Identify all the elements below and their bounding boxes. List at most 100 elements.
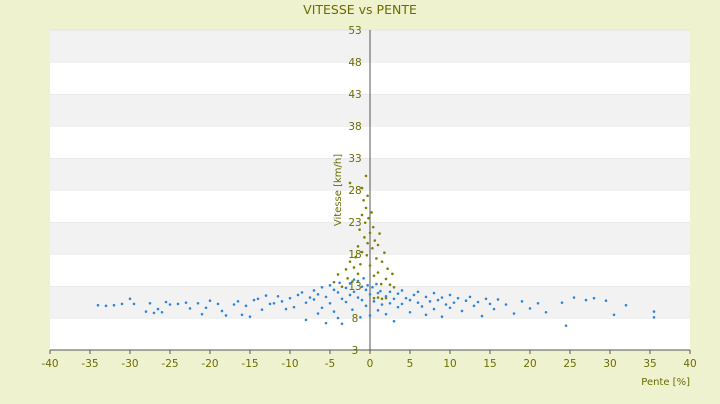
data-point [284,307,288,311]
data-point [340,297,344,301]
x-tick-label: -10 [281,358,298,370]
x-tick-label: 0 [367,358,374,370]
y-tick-label: 18 [348,249,361,261]
data-point [404,296,408,300]
data-point [336,291,340,294]
data-point [448,293,452,297]
data-point [312,289,316,292]
data-point [364,206,368,210]
data-point [371,225,375,229]
data-point [504,303,508,306]
data-point [652,310,656,313]
data-point [544,310,548,314]
data-point [288,296,292,300]
data-point [296,293,300,297]
data-point [348,293,352,297]
data-point [367,216,370,220]
data-point [264,294,268,297]
data-point [368,264,372,267]
data-point [112,303,116,307]
data-point [388,290,392,294]
data-point [624,303,628,307]
data-point [456,296,460,300]
y-tick-label: 23 [348,217,361,229]
data-point [388,301,392,305]
data-point [370,211,373,214]
data-point [336,316,340,320]
data-point [375,257,378,260]
data-point [408,298,412,302]
data-point [384,312,388,316]
data-point [336,273,340,276]
data-point [256,297,260,301]
data-point [360,250,364,254]
data-point [308,296,312,299]
data-point [476,300,480,304]
data-point [344,268,348,271]
data-point [359,316,362,319]
x-tick-label: -5 [325,358,335,370]
data-point [452,301,456,304]
data-point [384,296,388,300]
data-point [176,302,180,306]
data-point [379,289,382,293]
data-point [160,310,164,314]
data-point [380,297,384,301]
data-point [348,260,352,263]
data-point [324,321,328,325]
data-point [340,322,344,326]
data-point [536,301,540,305]
data-point [168,303,172,306]
data-point [366,241,369,245]
data-point [328,301,332,305]
data-point [424,313,428,317]
data-point [372,296,376,300]
data-point [400,289,404,292]
data-point [360,298,364,302]
data-point [300,291,304,294]
data-point [376,296,380,299]
chart-title: VITESSE vs PENTE [303,2,417,17]
data-point [351,280,354,283]
data-point [364,304,368,308]
data-point [280,300,284,303]
data-point [383,251,386,255]
data-point [472,304,476,308]
data-point [356,279,360,283]
data-point [388,283,392,287]
data-point [220,309,224,313]
x-tick-label: -40 [41,358,58,370]
y-tick-label: 53 [348,25,361,37]
data-point [351,308,354,311]
data-point [244,304,248,308]
x-tick-labels: -40 -35 -30 -25 -20 -15 -10 -5 0 5 10 15 20 25 30 35 40 [41,358,696,370]
data-point [156,307,160,311]
x-tick-label: 35 [643,358,656,370]
data-point [380,260,384,263]
data-point [144,310,148,313]
data-point [424,295,428,299]
data-point [200,312,204,316]
data-point [396,305,400,309]
data-point [400,302,404,306]
data-point [346,277,349,280]
data-point [560,301,564,304]
data-point [376,271,380,274]
data-point [348,282,352,285]
data-point [371,285,374,289]
data-point [216,302,220,306]
data-point [468,295,472,299]
data-point [604,299,608,303]
data-point [448,306,452,310]
data-point [312,298,316,301]
data-point [480,314,484,318]
data-point [363,221,367,224]
data-point [292,305,296,309]
data-point [208,299,212,303]
data-point [344,286,348,290]
data-point [104,304,108,308]
data-point [356,272,360,276]
